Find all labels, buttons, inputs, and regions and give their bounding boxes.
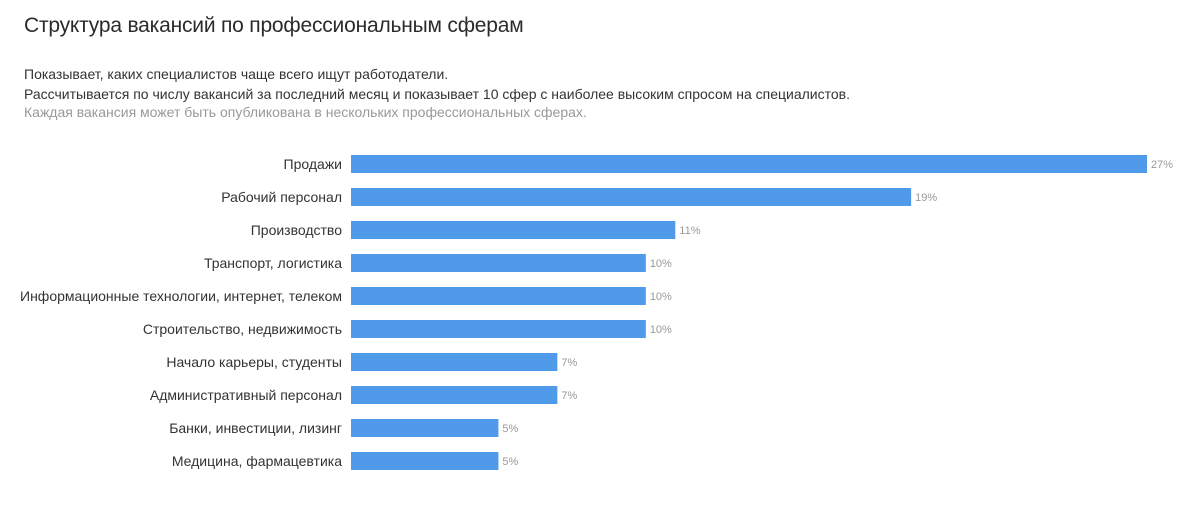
bar-chart: Продажи 27% Рабочий персонал 19% Производств… — [0, 150, 1200, 485]
value-label: 5% — [502, 423, 518, 435]
value-label: 5% — [502, 456, 518, 468]
bar — [351, 320, 646, 338]
category-label: Медицина, фармацевтика — [172, 453, 342, 469]
bar-row: Транспорт, логистика 10% — [204, 254, 672, 272]
value-label: 7% — [561, 390, 577, 402]
bar — [351, 287, 646, 305]
value-label: 7% — [561, 357, 577, 369]
bar — [351, 386, 558, 404]
bar-row: Административный персонал 7% — [150, 386, 577, 404]
category-label: Рабочий персонал — [221, 189, 342, 205]
bar-row: Медицина, фармацевтика 5% — [172, 452, 519, 470]
value-label: 10% — [650, 324, 672, 336]
category-label: Информационные технологии, интернет, тел… — [20, 288, 342, 304]
bar-chart-svg: Продажи 27% Рабочий персонал 19% Производств… — [20, 155, 1173, 470]
value-label: 27% — [1151, 159, 1173, 171]
bar-row: Продажи 27% — [284, 155, 1173, 173]
value-label: 10% — [650, 258, 672, 270]
bar — [351, 188, 912, 206]
category-label: Начало карьеры, студенты — [166, 354, 342, 370]
bar — [351, 419, 499, 437]
bar-row: Рабочий персонал 19% — [221, 188, 937, 206]
bar-row: Начало карьеры, студенты 7% — [166, 353, 577, 371]
bar-row: Банки, инвестиции, лизинг 5% — [169, 419, 519, 437]
bar-row: Информационные технологии, интернет, тел… — [20, 287, 672, 305]
category-label: Транспорт, логистика — [204, 255, 342, 271]
bar — [351, 452, 499, 470]
chart-note: Каждая вакансия может быть опубликована … — [24, 104, 587, 120]
value-label: 19% — [915, 192, 937, 204]
chart-title: Структура вакансий по профессиональным с… — [24, 14, 524, 37]
bar — [351, 221, 676, 239]
category-label: Строительство, недвижимость — [143, 321, 342, 337]
bar-row: Строительство, недвижимость 10% — [143, 320, 672, 338]
value-label: 10% — [650, 291, 672, 303]
category-label: Продажи — [284, 156, 342, 172]
bar — [351, 254, 646, 272]
chart-description: Показывает, каких специалистов чаще всег… — [24, 66, 449, 82]
value-label: 11% — [679, 225, 700, 237]
category-label: Банки, инвестиции, лизинг — [169, 420, 342, 436]
bar — [351, 155, 1147, 173]
category-label: Административный персонал — [150, 387, 342, 403]
chart-description-detail: Рассчитывается по числу вакансий за посл… — [24, 86, 850, 102]
bar-row: Производство 11% — [251, 221, 701, 239]
bar — [351, 353, 558, 371]
category-label: Производство — [251, 222, 342, 238]
